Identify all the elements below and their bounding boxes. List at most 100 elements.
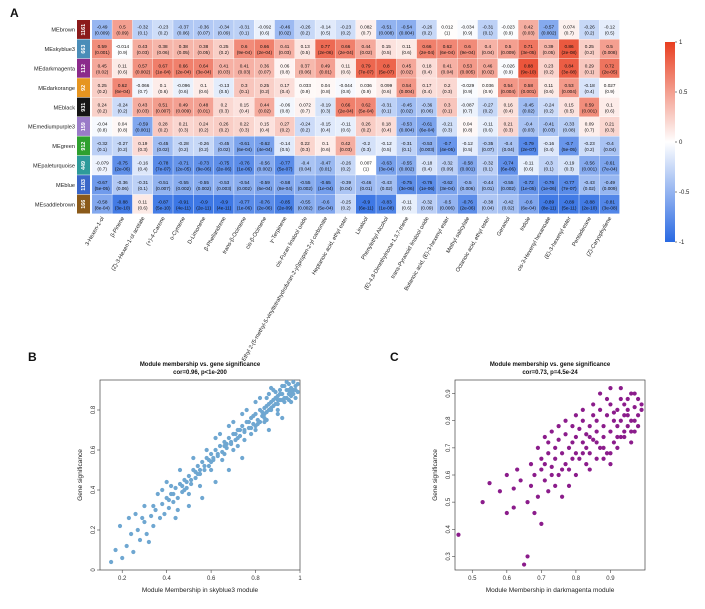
scatter-point <box>153 507 158 513</box>
heatmap-cell <box>152 136 173 156</box>
heatmap-cell-value: -0.26 <box>422 25 433 30</box>
heatmap-cell-pvalue: (2e-06) <box>257 205 273 210</box>
heatmap-cell <box>254 78 275 98</box>
heatmap-cell <box>193 78 214 98</box>
heatmap-cell <box>457 136 478 156</box>
heatmap-cell-value: -0.3 <box>545 161 553 166</box>
heatmap-cell-value: -0.59 <box>137 122 148 127</box>
heatmap-cell-value: 0.5 <box>119 25 126 30</box>
heatmap-column-label: trans-Pyranoid linalool oxide <box>390 216 430 280</box>
heatmap-cell-pvalue: (0.6) <box>321 147 331 152</box>
heatmap-cell <box>498 175 518 195</box>
heatmap-cell-value: 0.45 <box>402 64 412 69</box>
scatter-point <box>504 472 509 478</box>
heatmap-cell-pvalue: (0.6) <box>158 89 168 94</box>
scatter-point <box>580 407 585 412</box>
heatmap-cell-pvalue: (0.6) <box>260 31 270 36</box>
heatmap-cell <box>437 175 457 195</box>
heatmap-cell-value: -0.19 <box>564 161 575 166</box>
heatmap-cell-pvalue: (0.2) <box>341 167 351 172</box>
heatmap-cell <box>274 155 295 175</box>
heatmap-cell-value: -0.31 <box>381 102 392 107</box>
heatmap-cell-value: -0.76 <box>239 161 250 166</box>
heatmap-cell-pvalue: (0.004) <box>501 89 516 94</box>
heatmap-cell-value: 0.54 <box>402 83 412 88</box>
heatmap-cell-value: 0.13 <box>301 44 311 49</box>
heatmap-cell-pvalue: (0.03) <box>522 31 535 36</box>
heatmap-cell-value: 0.3 <box>444 102 451 107</box>
scatter-point <box>573 413 579 418</box>
heatmap-cell <box>457 97 478 117</box>
heatmap-cell-value: -0.76 <box>543 180 554 185</box>
heatmap-cell <box>518 20 539 39</box>
heatmap-cell <box>254 175 275 195</box>
heatmap-cell-value: -0.5 <box>443 199 451 204</box>
heatmap-cell-pvalue: (0.2) <box>199 128 209 133</box>
heatmap-cell-value: -0.55 <box>300 199 311 204</box>
heatmap-cell <box>538 58 559 78</box>
heatmap-cell <box>213 175 234 195</box>
heatmap-cell <box>599 20 620 39</box>
heatmap-cell-value: 0.84 <box>564 64 574 69</box>
heatmap-cell-pvalue: (0.001) <box>95 50 110 55</box>
heatmap-cell-pvalue: (0.002) <box>257 167 272 172</box>
scatter-point <box>269 385 274 391</box>
heatmap-cell-value: -0.31 <box>239 25 250 30</box>
heatmap-cell <box>477 39 498 59</box>
scatter-point <box>556 472 561 478</box>
heatmap-cell-value: 0.25 <box>219 44 229 49</box>
heatmap-cell <box>538 39 559 59</box>
heatmap-cell <box>355 117 376 136</box>
scatter-point <box>608 402 613 407</box>
heatmap-cell-value: -0.85 <box>280 199 291 204</box>
heatmap-cell-value: 0.62 <box>361 102 371 107</box>
heatmap-cell-value: -0.32 <box>97 141 108 146</box>
heatmap-cell-pvalue: (0.005) <box>460 70 475 75</box>
heatmap-cell-pvalue: (0.03) <box>238 70 251 75</box>
scatter-point <box>487 481 492 486</box>
scatter-point <box>269 399 274 405</box>
heatmap-cell-value: -0.9 <box>362 199 370 204</box>
colorbar-tick-label: 0 <box>679 140 683 146</box>
heatmap-cell-pvalue: (2e-08) <box>561 50 577 55</box>
heatmap-cell-pvalue: (4e-05) <box>440 147 456 152</box>
heatmap-cell-pvalue: (1e-04) <box>318 186 334 191</box>
scatter-point <box>275 407 280 413</box>
scatter-point <box>553 456 558 461</box>
heatmap-cell-pvalue: (0.4) <box>382 128 392 133</box>
heatmap-cell-pvalue: (0.07) <box>482 147 495 152</box>
heatmap-cell-value: 0.59 <box>585 102 595 107</box>
scatter-point <box>587 434 592 440</box>
heatmap-column-label: Pentadecane <box>571 216 593 248</box>
heatmap-cell-pvalue: (0.8) <box>280 108 290 113</box>
heatmap-cell <box>335 97 356 117</box>
heatmap-cell-value: -0.72 <box>523 180 534 185</box>
heatmap-cell-pvalue: (0.03) <box>218 70 231 75</box>
heatmap-cell-pvalue: (0.1) <box>442 108 452 113</box>
heatmap-cell <box>437 58 457 78</box>
heatmap-cell-pvalue: (0.01) <box>198 108 211 113</box>
x-tick-label: 0.8 <box>572 576 581 582</box>
heatmap-cell <box>274 58 295 78</box>
heatmap-cell <box>173 97 194 117</box>
heatmap-cell <box>234 20 254 39</box>
heatmap-cell-pvalue: (0.3) <box>442 128 452 133</box>
heatmap-cell <box>254 194 275 214</box>
heatmap-cell <box>274 175 295 195</box>
scatter-point <box>206 463 211 469</box>
heatmap-cell <box>274 117 295 136</box>
heatmap-cell-pvalue: (0.006) <box>440 205 455 210</box>
heatmap-cell-value: -0.014 <box>116 44 130 49</box>
heatmap-cell-pvalue: (0.3) <box>321 108 331 113</box>
heatmap-cell-value: -0.14 <box>280 141 291 146</box>
heatmap-cell-value: -0.23 <box>584 141 595 146</box>
scatter-point <box>504 510 509 516</box>
heatmap-cell-value: -0.89 <box>564 199 575 204</box>
scatter-point <box>217 443 223 449</box>
scatter-point <box>197 467 203 473</box>
scatter-point <box>566 483 572 488</box>
heatmap-cell-value: 0.6 <box>464 44 471 49</box>
scatter-point <box>160 501 165 507</box>
heatmap-cell <box>254 117 275 136</box>
heatmap-cell-value: 0.49 <box>179 102 189 107</box>
